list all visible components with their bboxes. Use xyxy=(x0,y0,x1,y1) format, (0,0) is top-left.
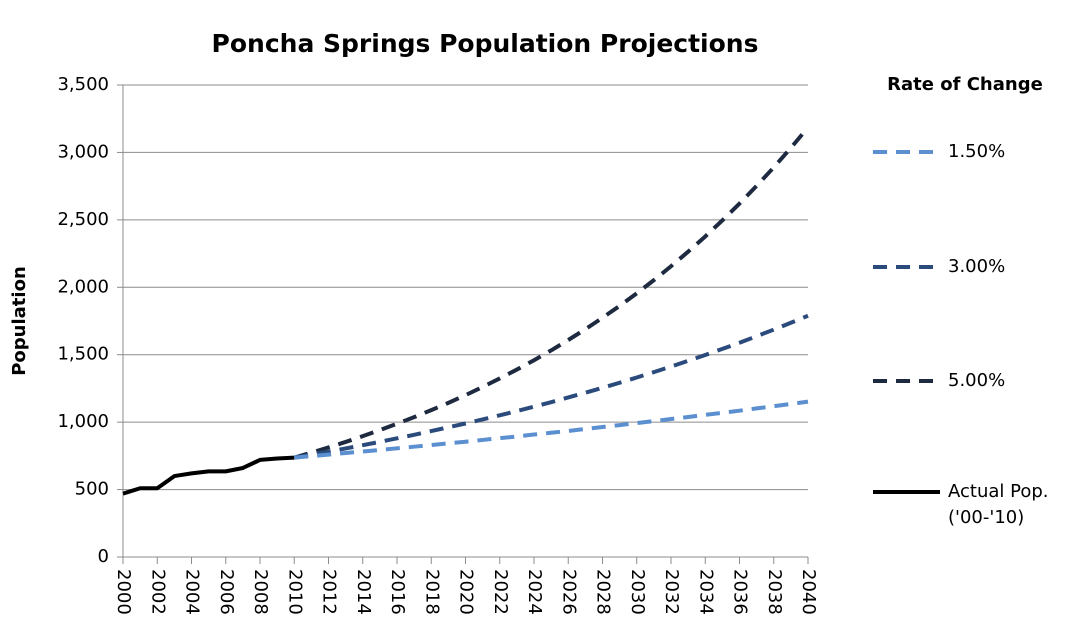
x-tick-label: 2018 xyxy=(421,569,442,615)
y-tick-label: 3,500 xyxy=(57,74,109,95)
x-tick-label: 2022 xyxy=(490,569,511,615)
legend-label: 5.00% xyxy=(948,370,1006,391)
y-tick-label: 1,000 xyxy=(57,411,109,432)
legend-entry: 5.00% xyxy=(948,370,1006,391)
y-tick-label: 500 xyxy=(75,479,109,500)
x-tick-label: 2012 xyxy=(319,569,340,615)
x-tick-label: 2038 xyxy=(764,569,785,615)
x-tick-label: 2002 xyxy=(147,569,168,615)
x-tick-label: 2020 xyxy=(456,569,477,615)
legend-label: Actual Pop. ('00-'10) xyxy=(948,481,1049,528)
x-tick-label: 2010 xyxy=(284,569,305,615)
x-tick-label: 2016 xyxy=(387,569,408,615)
y-tick-label: 2,000 xyxy=(57,276,109,297)
chart-title: Poncha Springs Population Projections xyxy=(212,29,759,58)
x-tick-label: 2028 xyxy=(593,569,614,615)
x-tick-label: 2032 xyxy=(661,569,682,615)
series-line xyxy=(293,126,810,460)
x-tick-label: 2014 xyxy=(353,569,374,615)
x-tick-label: 2006 xyxy=(216,569,237,615)
x-tick-label: 2008 xyxy=(250,569,271,615)
y-tick-label: 1,500 xyxy=(57,344,109,365)
y-axis-label: Population xyxy=(9,266,30,376)
legend-entry: 1.50% xyxy=(948,141,1006,162)
x-tick-label: 2040 xyxy=(798,569,819,615)
y-tick-label: 0 xyxy=(98,546,109,567)
legend-label: 1.50% xyxy=(948,141,1006,162)
y-tick-label: 2,500 xyxy=(57,209,109,230)
series-line xyxy=(294,399,809,460)
x-tick-label: 2000 xyxy=(113,569,134,615)
y-tick-label: 3,000 xyxy=(57,141,109,162)
x-tick-label: 2004 xyxy=(182,569,203,615)
x-tick-label: 2030 xyxy=(627,569,648,615)
legend-entry: Actual Pop. ('00-'10) xyxy=(948,481,1049,528)
series-line xyxy=(122,455,295,496)
x-tick-label: 2036 xyxy=(730,569,751,615)
legend-entry: 3.00% xyxy=(948,256,1006,277)
x-tick-label: 2026 xyxy=(558,569,579,615)
series-line xyxy=(293,313,809,460)
legend-label: 3.00% xyxy=(948,256,1006,277)
x-tick-label: 2024 xyxy=(524,569,545,615)
x-tick-label: 2034 xyxy=(695,569,716,615)
legend-title: Rate of Change xyxy=(887,74,1043,95)
